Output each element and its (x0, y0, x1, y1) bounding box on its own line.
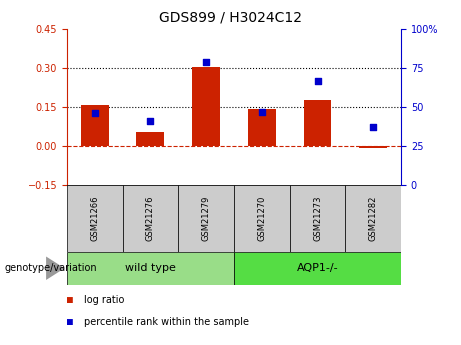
FancyBboxPatch shape (234, 185, 290, 252)
FancyBboxPatch shape (123, 185, 178, 252)
Text: GSM21273: GSM21273 (313, 196, 322, 241)
FancyBboxPatch shape (290, 185, 345, 252)
Text: AQP1-/-: AQP1-/- (297, 263, 338, 273)
Bar (359, 146, 387, 148)
Text: GSM21276: GSM21276 (146, 196, 155, 241)
Text: GSM21279: GSM21279 (201, 196, 211, 241)
Point (202, 59, 210, 65)
Bar (81, 105, 109, 146)
Point (147, 118, 154, 124)
FancyBboxPatch shape (345, 185, 401, 252)
Polygon shape (46, 257, 65, 280)
Text: GSM21266: GSM21266 (90, 196, 99, 241)
Text: log ratio: log ratio (84, 295, 125, 305)
Text: GDS899 / H3024C12: GDS899 / H3024C12 (159, 10, 302, 24)
FancyBboxPatch shape (234, 252, 401, 285)
Point (258, 109, 266, 115)
Text: genotype/variation: genotype/variation (5, 263, 97, 273)
Bar (136, 131, 164, 146)
FancyBboxPatch shape (178, 185, 234, 252)
Point (91, 110, 98, 116)
Bar (248, 109, 276, 146)
FancyBboxPatch shape (67, 185, 123, 252)
Bar (304, 100, 331, 146)
Text: percentile rank within the sample: percentile rank within the sample (84, 317, 249, 327)
Text: ■: ■ (67, 317, 73, 327)
FancyBboxPatch shape (67, 252, 234, 285)
Point (314, 78, 321, 83)
Text: ■: ■ (67, 295, 73, 305)
Text: GSM21270: GSM21270 (257, 196, 266, 241)
Text: GSM21282: GSM21282 (369, 196, 378, 241)
Bar (192, 67, 220, 146)
Text: wild type: wild type (125, 263, 176, 273)
Point (370, 124, 377, 130)
